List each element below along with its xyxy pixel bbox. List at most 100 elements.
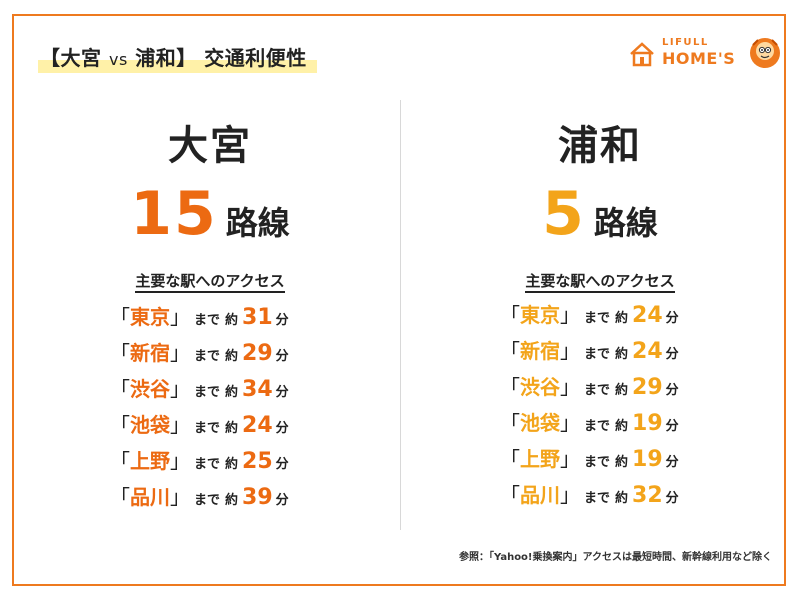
approx-label: 約: [615, 311, 629, 326]
bracket-open: 「: [500, 411, 520, 435]
minutes-unit: 分: [275, 421, 289, 436]
station-name: 東京: [520, 303, 560, 327]
access-heading-text: 主要な駅へのアクセス: [135, 272, 285, 293]
station-name: 渋谷: [520, 375, 560, 399]
approx-label: 約: [225, 457, 239, 472]
made-label: まで: [194, 493, 221, 508]
approx-label: 約: [225, 421, 239, 436]
access-row-ueno: 「上野」 まで約 19 分: [500, 441, 750, 477]
bracket-open: 「: [110, 413, 130, 437]
bracket-close: 」: [560, 303, 580, 327]
approx-label: 約: [615, 419, 629, 434]
bracket-close: 」: [560, 411, 580, 435]
page-title: 【大宮 vs 浦和】 交通利便性: [38, 42, 317, 73]
station-name: 新宿: [130, 341, 170, 365]
bracket-open: 「: [110, 305, 130, 329]
title-close: 浦和】 交通利便性: [127, 46, 307, 70]
access-row-tokyo: 「東京」 まで約 24 分: [500, 297, 750, 333]
access-row-ueno: 「上野」 まで約 25 分: [110, 443, 360, 479]
station-name: 渋谷: [130, 377, 170, 401]
made-label: まで: [194, 349, 221, 364]
approx-label: 約: [615, 347, 629, 362]
minutes-unit: 分: [275, 349, 289, 364]
bracket-open: 「: [500, 483, 520, 507]
access-list-omiya: 「東京」 まで約 31 分 「新宿」 まで約 29 分 「渋谷」 まで約 34 分 「池袋」 まで約…: [110, 299, 360, 515]
minutes-unit: 分: [665, 383, 679, 398]
station-name: 池袋: [130, 413, 170, 437]
approx-label: 約: [225, 313, 239, 328]
station-name: 池袋: [520, 411, 560, 435]
made-label: まで: [584, 311, 611, 326]
station-name: 東京: [130, 305, 170, 329]
minutes-unit: 分: [275, 385, 289, 400]
approx-label: 約: [615, 491, 629, 506]
made-label: まで: [194, 385, 221, 400]
access-heading-urawa: 主要な駅へのアクセス: [450, 270, 750, 293]
bracket-close: 」: [560, 375, 580, 399]
bracket-close: 」: [170, 485, 190, 509]
city-name-omiya: 大宮: [168, 123, 252, 169]
lifull-homes-logo: LIFULL HOME'S: [628, 36, 783, 72]
minutes-unit: 分: [275, 457, 289, 472]
access-list-urawa: 「東京」 まで約 24 分 「新宿」 まで約 24 分 「渋谷」 まで約 29 分 「池袋」 まで約…: [500, 297, 750, 513]
access-row-shinagawa: 「品川」 まで約 32 分: [500, 477, 750, 513]
source-note: 参照：「Yahoo!乗換案内」アクセスは最短時間、新幹線利用など除く: [459, 552, 772, 563]
bracket-close: 」: [170, 341, 190, 365]
line-count-unit: 路線: [225, 204, 290, 242]
logo-text-lifull: LIFULL: [662, 37, 709, 48]
minutes-value: 19: [632, 411, 663, 436]
made-label: まで: [584, 347, 611, 362]
approx-label: 約: [615, 455, 629, 470]
minutes-value: 29: [632, 375, 663, 400]
minutes-unit: 分: [665, 419, 679, 434]
column-divider: [400, 100, 401, 530]
title-vs: vs: [108, 50, 128, 69]
minutes-value: 31: [242, 305, 273, 330]
minutes-value: 39: [242, 485, 273, 510]
minutes-value: 29: [242, 341, 273, 366]
minutes-unit: 分: [665, 347, 679, 362]
access-row-shibuya: 「渋谷」 まで約 29 分: [500, 369, 750, 405]
station-name: 上野: [130, 449, 170, 473]
access-row-shinjuku: 「新宿」 まで約 29 分: [110, 335, 360, 371]
station-name: 品川: [520, 483, 560, 507]
minutes-value: 25: [242, 449, 273, 474]
made-label: まで: [194, 457, 221, 472]
access-row-tokyo: 「東京」 まで約 31 分: [110, 299, 360, 335]
bracket-open: 「: [500, 447, 520, 471]
urawa-column: 浦和 5 路線 主要な駅へのアクセス 「東京」 まで約 24 分 「新宿」 まで約 24 分 …: [450, 120, 750, 513]
bracket-open: 「: [500, 303, 520, 327]
bracket-open: 「: [500, 375, 520, 399]
bracket-close: 」: [560, 447, 580, 471]
made-label: まで: [584, 455, 611, 470]
line-count-omiya: 15 路線: [60, 178, 360, 250]
city-name-urawa: 浦和: [558, 123, 642, 169]
made-label: まで: [194, 313, 221, 328]
bracket-close: 」: [170, 449, 190, 473]
bracket-close: 」: [560, 483, 580, 507]
access-row-shinjuku: 「新宿」 まで約 24 分: [500, 333, 750, 369]
minutes-unit: 分: [275, 313, 289, 328]
approx-label: 約: [225, 493, 239, 508]
title-open: 【大宮: [40, 46, 109, 70]
approx-label: 約: [225, 385, 239, 400]
minutes-unit: 分: [275, 493, 289, 508]
made-label: まで: [584, 491, 611, 506]
access-heading-text: 主要な駅へのアクセス: [525, 272, 675, 293]
bracket-close: 」: [170, 413, 190, 437]
bracket-open: 「: [110, 341, 130, 365]
mascot-icon: [750, 38, 780, 68]
bracket-close: 」: [560, 339, 580, 363]
access-heading-omiya: 主要な駅へのアクセス: [60, 270, 360, 293]
minutes-unit: 分: [665, 491, 679, 506]
made-label: まで: [584, 419, 611, 434]
infographic-frame: [12, 14, 786, 586]
minutes-value: 19: [632, 447, 663, 472]
bracket-open: 「: [110, 377, 130, 401]
approx-label: 約: [225, 349, 239, 364]
access-row-ikebukuro: 「池袋」 まで約 19 分: [500, 405, 750, 441]
line-count-unit: 路線: [593, 204, 658, 242]
minutes-value: 24: [632, 339, 663, 364]
station-name: 新宿: [520, 339, 560, 363]
house-icon: [630, 42, 654, 67]
